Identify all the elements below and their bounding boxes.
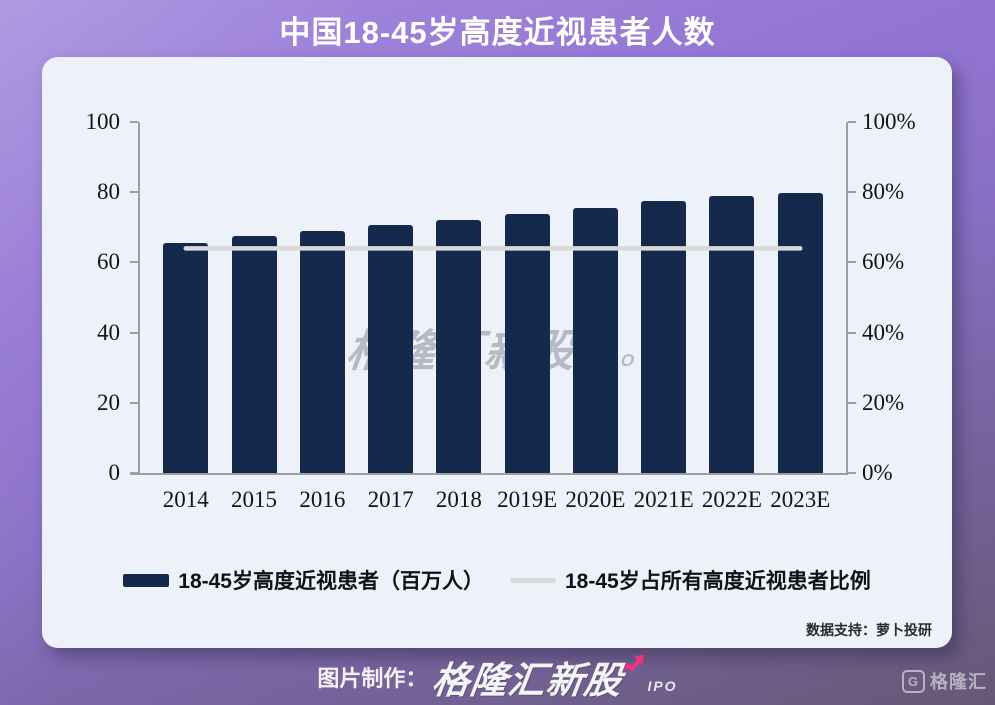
legend-line-label: 18-45岁占所有高度近视患者比例 [565, 570, 871, 593]
legend-item-line-series: 18-45岁占所有高度近视患者比例 [510, 565, 871, 595]
y-axis-left-tick [130, 472, 138, 474]
gelonghui-corner-logo: G 格隆汇 [902, 668, 987, 694]
y-axis-left-tick [130, 331, 138, 334]
y-axis-right-label: 20% [862, 389, 905, 415]
bar-2021E [641, 201, 687, 473]
legend-line-swatch [510, 577, 556, 583]
y-axis-left-label: 40 [97, 319, 120, 345]
footer-made-label: 图片制作： [317, 666, 428, 691]
x-axis-line [130, 473, 848, 475]
y-axis-left-label: 80 [97, 179, 120, 205]
y-axis-left-tick [130, 191, 138, 194]
y-axis-right-label: 60% [862, 249, 905, 275]
bar-2019E [504, 213, 550, 473]
x-axis-label-2020E: 2020E [565, 487, 626, 512]
legend-item-bar-series: 18-45岁高度近视患者（百万人） [123, 565, 484, 595]
x-axis-label-2023E: 2023E [770, 487, 831, 512]
x-axis-label-2017: 2017 [367, 487, 414, 512]
y-axis-right-tick [848, 331, 856, 334]
y-axis-left-label: 60 [97, 249, 120, 275]
y-axis-right-label: 0% [862, 460, 893, 485]
y-axis-right-tick [848, 121, 856, 123]
y-axis-right-label: 40% [862, 319, 905, 345]
footer-ipo-text: IPO [647, 678, 678, 694]
x-axis-label-2022E: 2022E [701, 487, 762, 512]
y-axis-left-label: 0 [108, 460, 121, 485]
footer-brand-logo: 格隆汇新股 [430, 660, 626, 701]
y-axis-left-tick [130, 401, 138, 404]
bar-2015 [231, 236, 277, 473]
y-axis-left-label: 20 [97, 389, 120, 415]
legend-bar-swatch [123, 573, 170, 587]
y-axis-left-label: 100 [85, 109, 121, 134]
x-axis-label-2015: 2015 [231, 487, 278, 512]
x-axis-label-2018: 2018 [435, 487, 482, 512]
y-axis-right-label: 80% [862, 179, 905, 205]
bar-2022E [709, 195, 755, 473]
legend: 18-45岁高度近视患者（百万人） 18-45岁占所有高度近视患者比例 [42, 565, 952, 595]
bar-2023E [777, 193, 823, 473]
x-axis-label-2019E: 2019E [497, 487, 558, 512]
bar-2014 [163, 243, 209, 473]
legend-bar-label: 18-45岁高度近视患者（百万人） [178, 570, 484, 593]
gelonghui-logo-text: 格隆汇 [930, 672, 987, 692]
y-axis-left-tick [130, 261, 138, 264]
y-axis-right-label: 100% [862, 109, 916, 134]
footer-credit: 图片制作： 格隆汇新股 IPO [0, 652, 995, 702]
page-title: 中国18-45岁高度近视患者人数 [279, 15, 716, 50]
y-axis-right-line [846, 122, 848, 473]
y-axis-right-tick [848, 472, 856, 474]
x-axis-label-2021E: 2021E [633, 487, 694, 512]
data-support-credit: 数据支持：萝卜投研 [806, 622, 932, 638]
chart-card: 格隆汇新股↗IPO 00%2020%4040%6060%8080%100100%… [42, 57, 952, 648]
footer-pink-arrow-icon [619, 655, 645, 675]
y-axis-right-tick [848, 191, 856, 194]
x-axis-label-2014: 2014 [162, 487, 209, 512]
bar-2020E [572, 207, 618, 473]
gelonghui-g-icon: G [902, 669, 925, 693]
bar-2018 [436, 219, 482, 473]
y-axis-left-tick [130, 121, 138, 123]
chart-plot-area: 格隆汇新股↗IPO 00%2020%4040%6060%8080%100100%… [42, 57, 952, 527]
bar-2017 [368, 225, 414, 473]
y-axis-right-tick [848, 261, 856, 264]
y-axis-right-tick [848, 401, 856, 404]
bar-2016 [299, 231, 345, 473]
x-axis-label-2016: 2016 [299, 487, 346, 512]
y-axis-left-line [138, 122, 140, 473]
